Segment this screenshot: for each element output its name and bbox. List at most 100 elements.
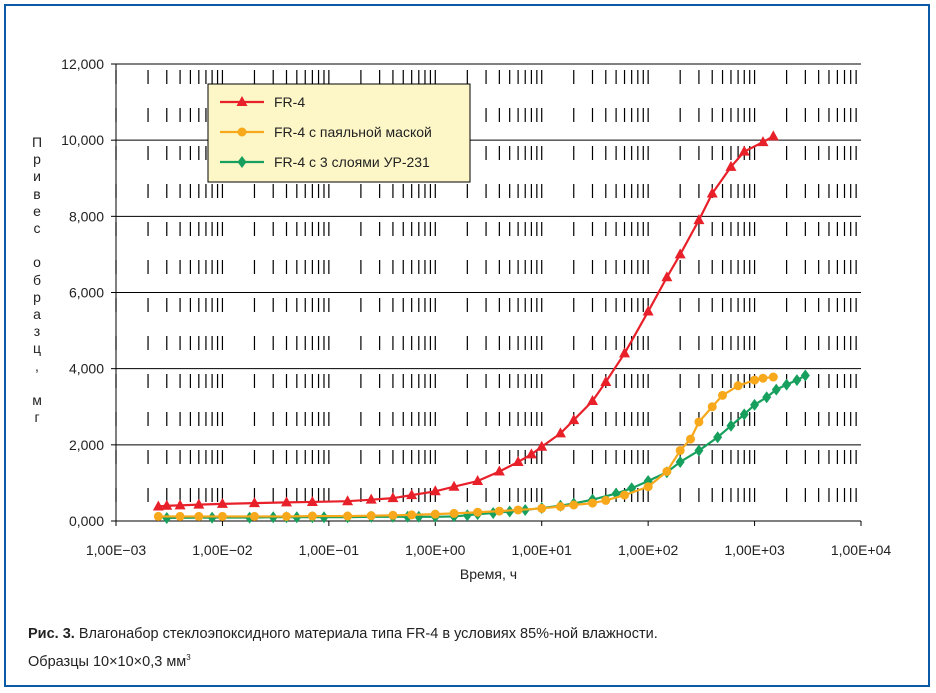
figure-caption: Рис. 3. Влагонабор стеклоэпоксидного мат… <box>28 622 908 674</box>
y-axis-label-char: ц <box>32 340 42 357</box>
legend-marker <box>236 96 248 106</box>
caption-figure-label: Рис. 3. <box>28 626 75 642</box>
data-point <box>449 508 459 518</box>
y-axis-label-char: а <box>33 306 41 323</box>
data-point <box>569 500 579 510</box>
data-point <box>536 440 548 451</box>
data-point <box>675 455 685 468</box>
data-point <box>733 381 743 391</box>
data-point <box>800 369 810 382</box>
legend-label: FR-4 <box>274 94 305 110</box>
y-tick-label: 8,000 <box>69 208 104 224</box>
data-point <box>387 492 399 503</box>
data-point <box>248 497 260 508</box>
y-tick-label: 12,000 <box>61 56 104 72</box>
y-axis-label-char: в <box>33 185 41 202</box>
y-tick-label: 6,000 <box>69 285 104 301</box>
data-point <box>306 495 318 506</box>
data-point <box>757 136 769 147</box>
data-point <box>768 372 778 382</box>
data-point <box>555 502 565 512</box>
data-point <box>674 248 686 259</box>
y-axis-label-char: м <box>32 392 42 409</box>
x-tick-label: 1,00E+03 <box>724 542 785 558</box>
data-point <box>568 414 580 425</box>
data-point <box>782 378 792 391</box>
y-axis-label-char: е <box>33 202 41 219</box>
data-point <box>174 499 186 510</box>
y-axis-label-char: и <box>33 168 41 185</box>
data-point <box>429 485 441 496</box>
y-axis-label-char: б <box>32 271 42 288</box>
data-point <box>725 160 737 171</box>
data-point <box>620 490 630 500</box>
caption-superscript: 3 <box>186 653 191 662</box>
data-point <box>249 511 259 521</box>
data-point <box>406 489 418 500</box>
y-tick-label: 0,000 <box>69 513 104 529</box>
data-point <box>750 398 760 411</box>
caption-line2: Образцы 10×10×0,3 мм <box>28 653 187 670</box>
data-point <box>767 130 779 141</box>
y-axis-label-char <box>30 375 44 392</box>
data-point <box>739 408 749 421</box>
data-point <box>619 347 631 358</box>
legend-label: FR-4 с паяльной маской <box>274 124 432 140</box>
y-axis-label-char <box>30 237 44 254</box>
x-tick-label: 1,00E+00 <box>405 542 466 558</box>
data-point <box>161 499 173 510</box>
data-point <box>342 495 354 506</box>
x-tick-label: 1,00E−01 <box>299 542 360 558</box>
caption-line1: Влагонабор стеклоэпоксидного материала т… <box>74 626 658 642</box>
data-point <box>675 446 685 456</box>
legend-label: FR-4 с 3 слоями УР-231 <box>274 154 430 170</box>
data-point <box>758 373 768 383</box>
data-point <box>472 475 484 486</box>
data-point <box>694 444 704 457</box>
data-point <box>726 419 736 432</box>
x-tick-label: 1,00E+02 <box>618 542 679 558</box>
data-point <box>662 466 672 476</box>
data-point <box>193 498 205 509</box>
data-point <box>694 417 704 427</box>
data-point <box>194 511 204 521</box>
data-point <box>587 498 597 508</box>
data-point <box>216 497 228 508</box>
legend-marker <box>237 156 247 168</box>
data-point <box>175 511 185 521</box>
data-point <box>762 391 772 404</box>
data-point <box>643 482 653 492</box>
y-axis-label-char: г <box>34 409 40 426</box>
data-point <box>366 511 376 521</box>
data-point <box>601 495 611 505</box>
data-point <box>771 383 781 396</box>
data-point <box>554 427 566 438</box>
x-axis-label: Время, ч <box>460 566 517 582</box>
data-point <box>281 496 293 507</box>
y-tick-label: 10,000 <box>61 132 104 148</box>
data-point <box>388 510 398 520</box>
data-point <box>319 511 329 524</box>
legend-marker <box>237 127 247 137</box>
y-tick-label: 2,000 <box>69 437 104 453</box>
data-point <box>750 375 760 385</box>
data-point <box>162 511 172 524</box>
data-point <box>713 431 723 444</box>
y-axis-label-char: , <box>35 357 39 374</box>
series-2 <box>153 372 778 521</box>
y-tick-label: 4,000 <box>69 361 104 377</box>
data-point <box>738 145 750 156</box>
x-tick-label: 1,00E−03 <box>86 542 147 558</box>
legend: FR-4 FR-4 с паяльной маской FR-4 с 3 слоям… <box>207 83 471 183</box>
data-point <box>282 511 292 521</box>
data-point <box>448 480 460 491</box>
y-axis-label-char: П <box>31 134 43 150</box>
data-point <box>462 509 472 522</box>
data-point <box>586 395 598 406</box>
data-point <box>207 511 217 524</box>
data-point <box>706 187 718 198</box>
data-point <box>152 500 164 511</box>
x-tick-label: 1,00E+01 <box>512 542 573 558</box>
